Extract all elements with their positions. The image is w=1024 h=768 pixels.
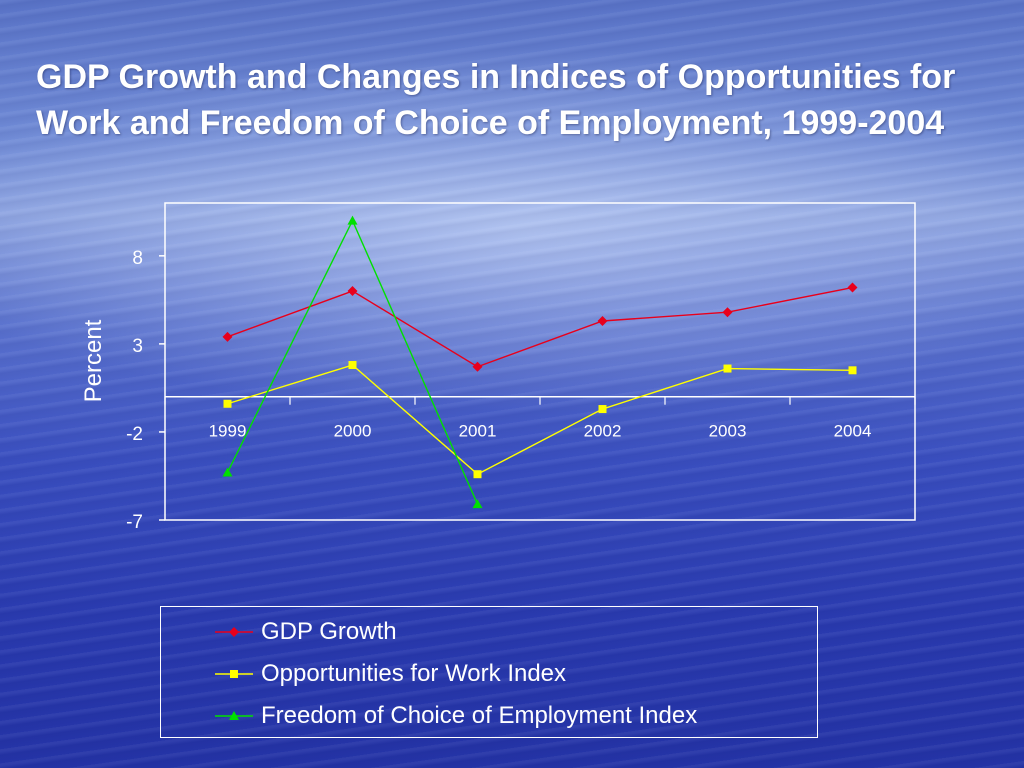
y-tick-label: 3 [132,336,143,357]
y-axis-label: Percent [80,319,107,402]
data-point-diamond [847,282,858,293]
y-tick-label: -2 [126,424,143,445]
x-tick-label: 2003 [709,422,747,441]
data-point-diamond [722,307,733,318]
legend-item-gdp-growth: GDP Growth [215,617,397,647]
x-tick-label: 2001 [459,422,497,441]
legend-marker-diamond [215,627,253,637]
data-point-triangle [347,215,358,225]
legend-item-freedom-of-choice: Freedom of Choice of Employment Index [215,701,697,731]
legend-label: Opportunities for Work Index [261,660,567,687]
legend-label: GDP Growth [261,618,397,645]
y-tick-label: 8 [132,248,143,269]
series-line [227,286,853,368]
data-point-square [223,399,232,408]
legend-marker-triangle [215,711,253,720]
data-point-diamond [222,331,233,342]
data-point-square [848,366,857,375]
x-tick-label: 1999 [209,422,247,441]
data-point-square [473,470,482,479]
slide-title: GDP Growth and Changes in Indices of Opp… [36,58,956,142]
data-point-diamond [472,361,483,372]
x-tick-label: 2004 [834,422,872,441]
data-point-square [723,364,732,373]
data-point-diamond [597,315,608,326]
legend: GDP Growth Opportunities for Work Index … [160,606,818,738]
x-tick-label: 2002 [584,422,622,441]
x-tick-label: 2000 [334,422,372,441]
data-point-diamond [347,286,358,297]
data-point-triangle [472,499,483,509]
y-tick-label: -7 [126,512,143,533]
plot-area-frame [164,202,916,521]
legend-label: Freedom of Choice of Employment Index [261,702,698,729]
legend-marker-square [215,670,253,678]
series-line [227,364,853,476]
data-point-square [348,361,357,370]
legend-item-opportunities-for-work: Opportunities for Work Index [215,659,566,689]
data-point-triangle [222,467,233,477]
data-point-square [598,405,607,414]
